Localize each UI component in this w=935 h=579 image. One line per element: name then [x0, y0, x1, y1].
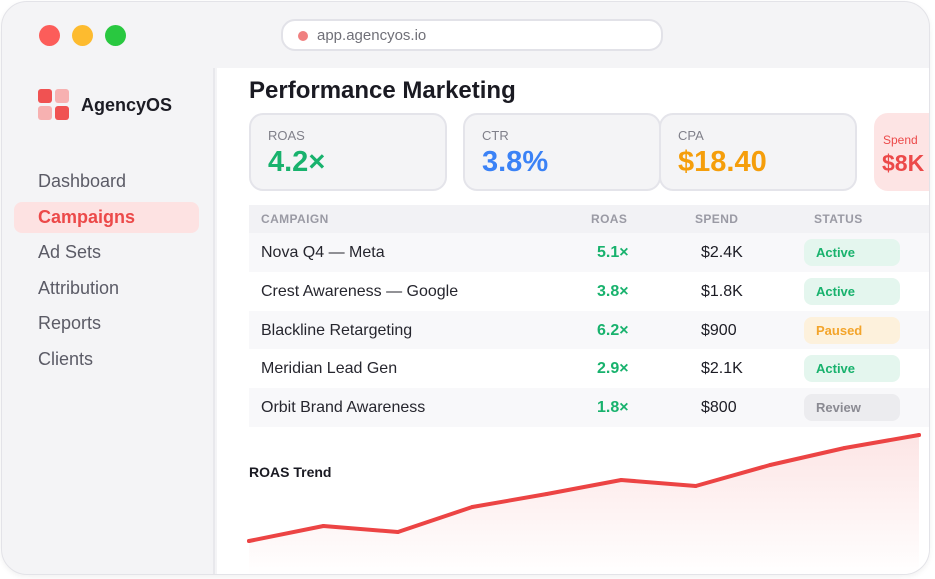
campaign-name[interactable]: Meridian Lead Gen: [261, 360, 398, 378]
kpi-card-spend: Spend $8K: [874, 113, 929, 191]
kpi-label: CPA: [678, 128, 704, 143]
campaign-name[interactable]: Orbit Brand Awareness: [261, 399, 426, 417]
trend-point: [619, 478, 624, 482]
trend-point: [321, 524, 326, 528]
sidebar-nav: Dashboard Campaigns Ad Sets Attribution …: [14, 166, 199, 380]
campaign-roas: 3.8×: [597, 282, 629, 300]
main-content: Performance Marketing ROAS 4.2× CTR 3.8%…: [217, 68, 929, 574]
sidebar-item-attribution[interactable]: Attribution: [38, 277, 120, 298]
sidebar-item-ad-sets[interactable]: Ad Sets: [38, 242, 102, 263]
campaign-roas: 6.2×: [597, 321, 629, 339]
trend-point: [395, 530, 400, 534]
browser-titlebar: app.agencyos.io: [2, 2, 929, 68]
minimize-window-button[interactable]: [72, 25, 93, 46]
table-row[interactable]: Blackline Retargeting 6.2× $900 Paused: [249, 310, 929, 350]
column-header-campaign[interactable]: CAMPAIGN: [261, 212, 329, 226]
kpi-card-ctr: CTR 3.8%: [463, 113, 661, 191]
trend-point: [768, 463, 773, 467]
trend-point: [693, 484, 698, 488]
status-badge: Active: [804, 277, 900, 305]
kpi-value: 4.2×: [268, 146, 326, 178]
column-header-roas[interactable]: ROAS: [591, 212, 628, 226]
trend-area: [249, 435, 919, 574]
trend-point: [544, 492, 549, 496]
kpi-label: CTR: [482, 128, 509, 143]
sidebar-item-reports[interactable]: Reports: [38, 313, 102, 334]
sidebar-item-clients[interactable]: Clients: [38, 348, 94, 369]
kpi-label: Spend: [883, 133, 918, 147]
roas-trend-chart: [247, 433, 921, 574]
campaign-name[interactable]: Crest Awareness — Google: [261, 282, 459, 300]
kpi-value: 3.8%: [482, 146, 549, 178]
table-row[interactable]: Nova Q4 — Meta 5.1× $2.4K Active: [249, 233, 929, 272]
kpi-value: $18.40: [678, 146, 767, 178]
trend-point: [917, 433, 921, 437]
trend-title: ROAS Trend: [249, 464, 332, 480]
kpi-label: ROAS: [268, 128, 305, 143]
close-window-button[interactable]: [39, 25, 60, 46]
column-header-status[interactable]: STATUS: [814, 212, 863, 226]
secure-dot-icon: [298, 31, 308, 41]
campaign-spend: $2.1K: [701, 360, 743, 378]
sidebar-item-campaigns[interactable]: Campaigns: [14, 201, 199, 233]
campaign-spend: $900: [701, 321, 737, 339]
maximize-window-button[interactable]: [105, 25, 126, 46]
column-header-spend[interactable]: SPEND: [695, 212, 739, 226]
status-badge: Active: [804, 355, 900, 383]
kpi-value: $8K: [882, 150, 925, 176]
page-title: Performance Marketing: [249, 77, 516, 104]
kpi-card-roas: ROAS 4.2×: [249, 113, 447, 191]
sidebar: AgencyOS Dashboard Campaigns Ad Sets Att…: [2, 68, 215, 574]
table-body: Nova Q4 — Meta 5.1× $2.4K Active Crest Aware…: [249, 233, 929, 427]
kpi-card-cpa: CPA $18.40: [659, 113, 857, 191]
brand-name: AgencyOS: [81, 95, 173, 115]
agencyos-logo-icon: [38, 89, 70, 121]
trend-point: [842, 446, 847, 450]
address-url: app.agencyos.io: [317, 27, 427, 44]
campaign-roas: 1.8×: [597, 399, 629, 417]
table-row[interactable]: Orbit Brand Awareness 1.8× $800 Review: [249, 388, 929, 427]
table-row[interactable]: Meridian Lead Gen 2.9× $2.1K Active: [249, 349, 929, 388]
campaign-name[interactable]: Blackline Retargeting: [261, 321, 413, 339]
campaign-spend: $800: [701, 399, 737, 417]
table-row[interactable]: Crest Awareness — Google 3.8× $1.8K Active: [249, 272, 929, 311]
campaigns-table: CAMPAIGN ROAS SPEND STATUS Nova Q4 — Met…: [249, 205, 929, 427]
trend-line: [247, 433, 921, 543]
status-badge: Review: [804, 394, 900, 422]
trend-point: [470, 505, 475, 509]
status-badge: Active: [804, 239, 900, 266]
trend-point: [247, 539, 251, 543]
campaign-spend: $1.8K: [701, 282, 743, 300]
table-header: CAMPAIGN ROAS SPEND STATUS: [249, 205, 929, 233]
status-badge: Paused: [804, 316, 900, 344]
address-bar[interactable]: app.agencyos.io: [281, 19, 663, 51]
campaign-name[interactable]: Nova Q4 — Meta: [261, 244, 385, 261]
campaign-roas: 2.9×: [597, 360, 629, 378]
campaign-roas: 5.1×: [597, 244, 629, 261]
sidebar-item-dashboard[interactable]: Dashboard: [38, 171, 127, 191]
campaign-spend: $2.4K: [701, 244, 743, 261]
